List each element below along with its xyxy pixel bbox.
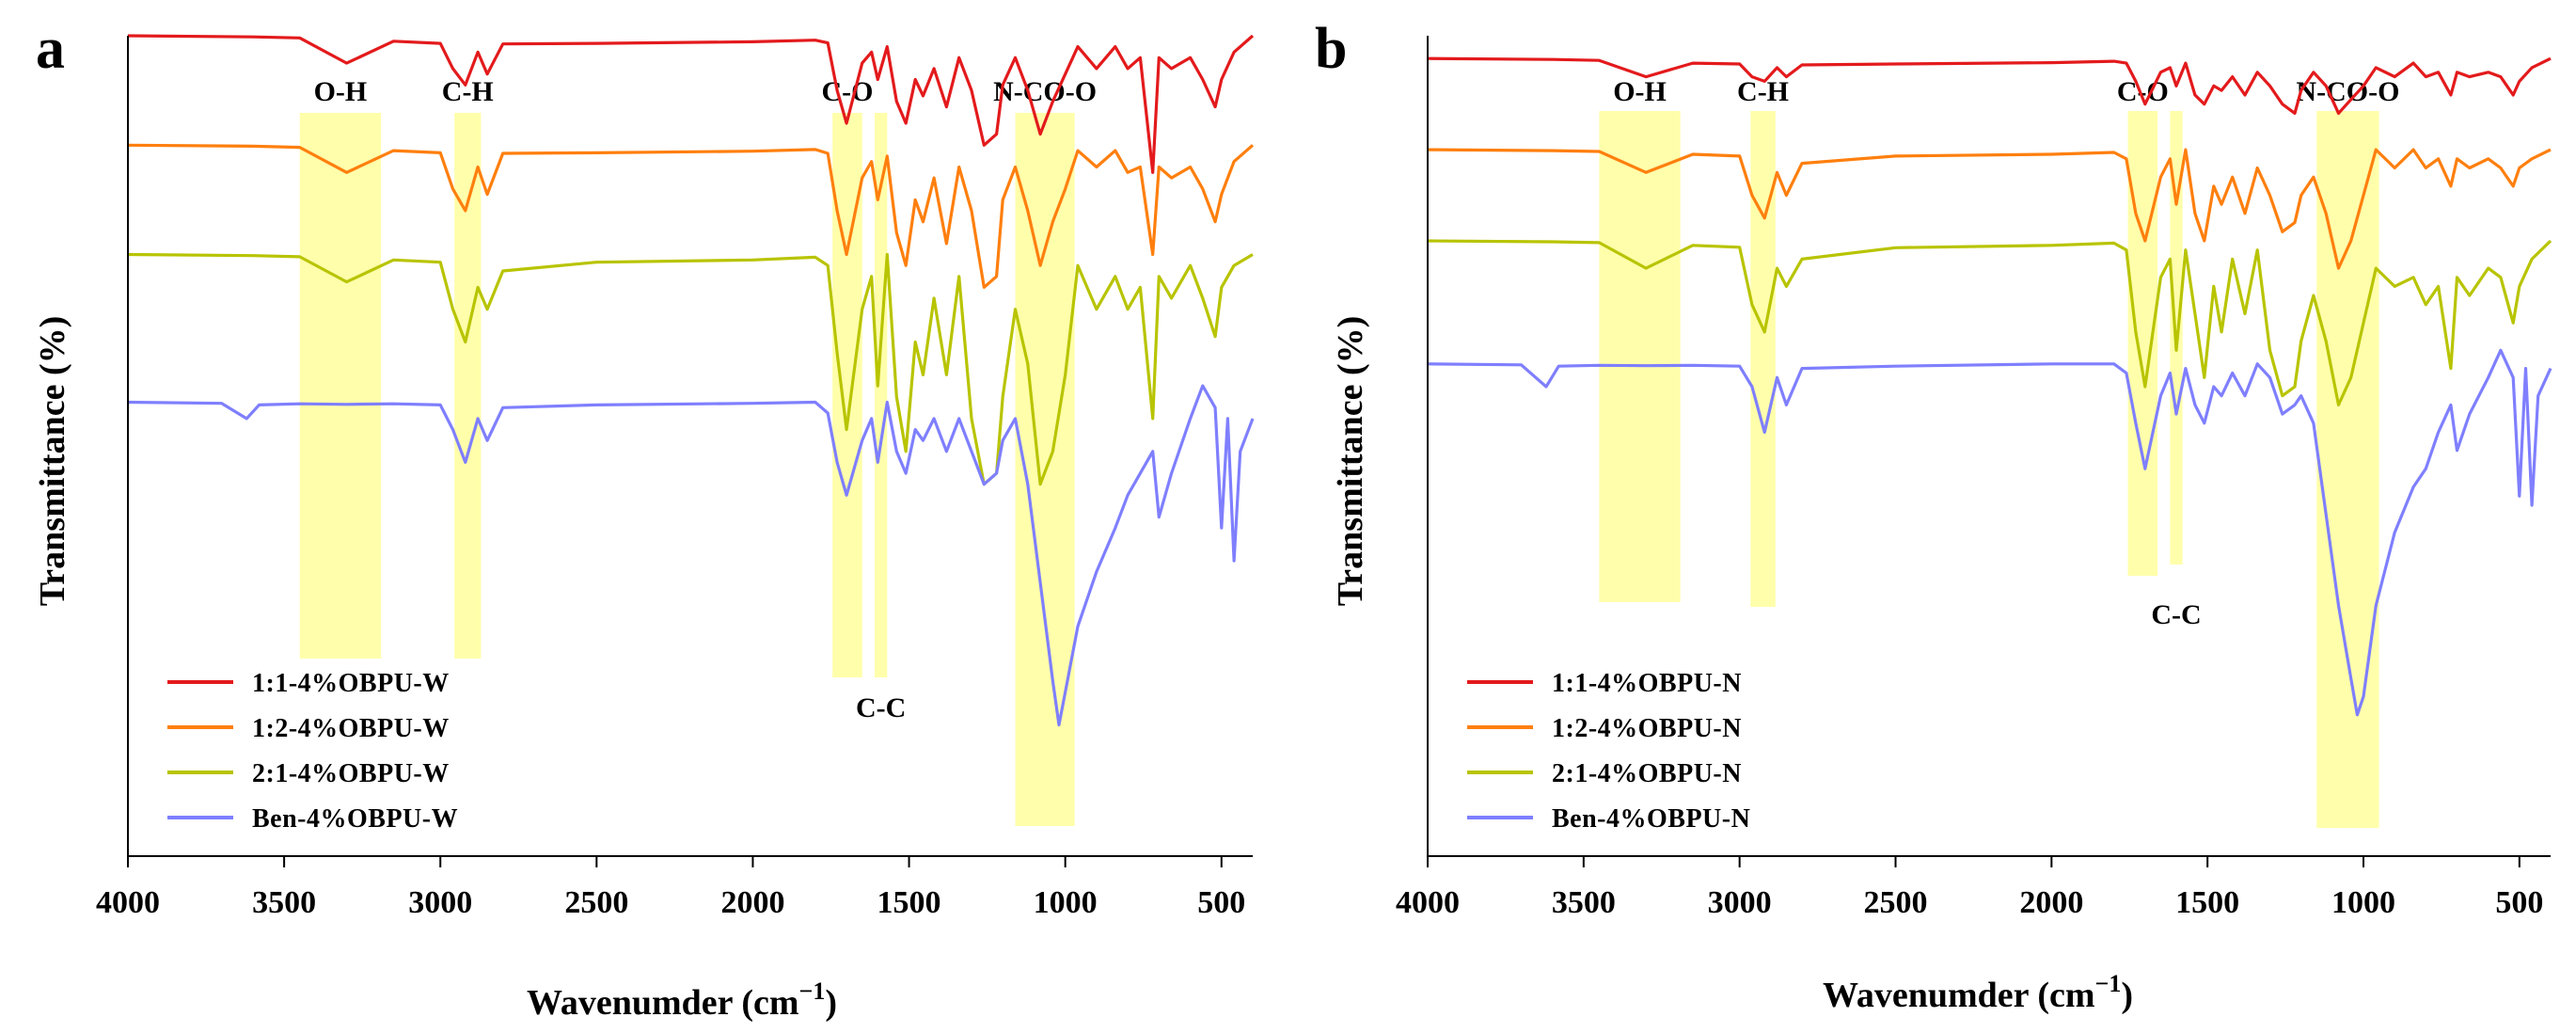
legend-label-2:1-4%OBPU-N: 2:1-4%OBPU-N	[1552, 759, 1742, 788]
x-axis-title-superscript: −1	[799, 977, 826, 1005]
legend-label-2:1-4%OBPU-W: 2:1-4%OBPU-W	[252, 759, 450, 788]
band-label-c-c: C-C	[2151, 599, 2201, 630]
x-tick-label-3000: 3000	[1708, 885, 1772, 920]
legend: 1:1-4%OBPU-N 1:2-4%OBPU-N 2:1-4%OBPU-N Ben-…	[1467, 669, 1750, 834]
band-label-layer: O-H C-H C-OC-CN-CO-O	[1613, 76, 2399, 630]
x-ticks: 4000 3500 3000 2500 2000 1500 1000 500	[1396, 856, 2543, 920]
series-line-1:1-4%OBPU-W	[127, 34, 1255, 174]
legend-label-Ben-4%OBPU-W: Ben-4%OBPU-W	[252, 804, 458, 834]
series-line-Ben-4%OBPU-W	[127, 384, 1255, 727]
x-tick-label-2000: 2000	[2019, 885, 2083, 920]
x-tick-label-1000: 1000	[1034, 885, 1098, 920]
panel-a: a Transmittance (%) Wavenumder (cm−1) O-…	[33, 17, 1255, 1023]
x-tick-label-2500: 2500	[1864, 885, 1928, 920]
x-tick-label-500: 500	[1197, 885, 1245, 920]
highlight-band-c-h	[454, 113, 482, 659]
legend-label-Ben-4%OBPU-N: Ben-4%OBPU-N	[1552, 804, 1750, 834]
x-axis-title: Wavenumder (cm−1)	[1823, 970, 2133, 1015]
x-tick-label-2000: 2000	[720, 885, 784, 920]
x-tick-label-3500: 3500	[252, 885, 316, 920]
series-line-1:2-4%OBPU-N	[1427, 148, 2552, 270]
x-axis-title-text: Wavenumder (cm	[1823, 976, 2095, 1015]
band-label-c-o: C-O	[2117, 76, 2169, 107]
legend: 1:1-4%OBPU-W 1:2-4%OBPU-W 2:1-4%OBPU-W Ben-…	[167, 669, 458, 834]
highlight-band-n-co-o	[2316, 111, 2379, 828]
highlight-band-o-h	[1599, 111, 1681, 602]
highlight-band-c-c	[875, 113, 888, 677]
x-tick-label-500: 500	[2495, 885, 2543, 920]
highlight-band-c-h	[1750, 111, 1776, 607]
panel-b: b Transmittance (%) Wavenumder (cm−1) O-…	[1315, 17, 2552, 1015]
highlight-band-c-o	[2127, 111, 2158, 576]
band-label-layer: O-H C-H C-OC-CN-CO-O	[314, 76, 1097, 723]
x-tick-label-3500: 3500	[1552, 885, 1616, 920]
series-line-Ben-4%OBPU-N	[1427, 348, 2552, 717]
x-tick-label-4000: 4000	[1396, 885, 1460, 920]
x-tick-label-1500: 1500	[2175, 885, 2239, 920]
x-tick-label-1500: 1500	[877, 885, 941, 920]
x-axis-title-close: )	[2121, 976, 2133, 1015]
y-axis-title: Transmittance (%)	[1331, 316, 1370, 607]
band-label-c-c: C-C	[856, 692, 906, 723]
x-axis-title-text: Wavenumder (cm	[527, 983, 799, 1023]
panel-letter-a: a	[36, 17, 65, 81]
series-line-1:1-4%OBPU-N	[1427, 56, 2552, 115]
band-label-o-h: O-H	[314, 76, 368, 107]
legend-label-1:1-4%OBPU-N: 1:1-4%OBPU-N	[1552, 669, 1742, 698]
band-label-o-h: O-H	[1613, 76, 1667, 107]
legend-label-1:2-4%OBPU-N: 1:2-4%OBPU-N	[1552, 714, 1742, 743]
x-axis-title-superscript: −1	[2095, 970, 2122, 997]
series-line-1:2-4%OBPU-W	[127, 143, 1255, 289]
series-line-2:1-4%OBPU-N	[1427, 239, 2552, 406]
x-tick-label-1000: 1000	[2331, 885, 2395, 920]
legend-label-1:2-4%OBPU-W: 1:2-4%OBPU-W	[252, 714, 450, 743]
band-label-n-co-o: N-CO-O	[993, 76, 1097, 107]
x-axis-title-close: )	[825, 983, 837, 1023]
band-label-c-o: C-O	[821, 76, 873, 107]
series-layer	[1427, 56, 2552, 717]
series-line-2:1-4%OBPU-W	[127, 252, 1254, 486]
x-tick-label-3000: 3000	[408, 885, 472, 920]
series-layer	[127, 34, 1255, 727]
x-tick-label-4000: 4000	[96, 885, 160, 920]
highlight-band-o-h	[299, 113, 382, 659]
x-ticks: 4000 3500 3000 2500 2000 1500 1000 500	[96, 856, 1245, 920]
x-axis-title: Wavenumder (cm−1)	[527, 977, 837, 1023]
x-tick-label-2500: 2500	[564, 885, 628, 920]
panel-letter-b: b	[1315, 17, 1347, 81]
legend-label-1:1-4%OBPU-W: 1:1-4%OBPU-W	[252, 669, 450, 698]
y-axis-title: Transmittance (%)	[33, 316, 72, 607]
